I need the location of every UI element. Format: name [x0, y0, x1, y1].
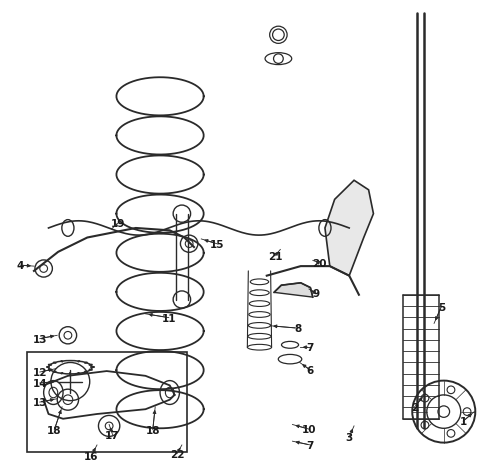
Text: 14: 14 — [32, 378, 47, 388]
Text: 16: 16 — [84, 451, 98, 461]
Bar — [27, 352, 186, 452]
Text: 5: 5 — [437, 302, 444, 312]
Polygon shape — [273, 283, 312, 298]
Text: 1: 1 — [459, 416, 466, 426]
Text: 9: 9 — [312, 289, 319, 298]
Text: 15: 15 — [209, 239, 224, 249]
Text: 21: 21 — [267, 251, 282, 261]
Text: 18: 18 — [47, 425, 61, 435]
Text: 18: 18 — [145, 425, 160, 435]
Text: 11: 11 — [161, 313, 176, 323]
Text: 3: 3 — [345, 432, 352, 442]
Text: 4: 4 — [16, 261, 24, 270]
Text: 10: 10 — [302, 425, 316, 434]
Text: 13: 13 — [32, 397, 47, 407]
Text: 12: 12 — [32, 367, 47, 377]
Text: 19: 19 — [110, 219, 125, 228]
Text: 7: 7 — [306, 343, 314, 352]
Text: 20: 20 — [311, 258, 326, 268]
Text: 6: 6 — [306, 366, 313, 375]
Text: 2: 2 — [410, 402, 417, 412]
Text: 7: 7 — [306, 440, 314, 450]
Text: 17: 17 — [105, 430, 120, 439]
Text: 8: 8 — [294, 324, 301, 333]
Text: 13: 13 — [32, 334, 47, 344]
Text: 22: 22 — [169, 449, 184, 458]
Polygon shape — [324, 181, 373, 276]
